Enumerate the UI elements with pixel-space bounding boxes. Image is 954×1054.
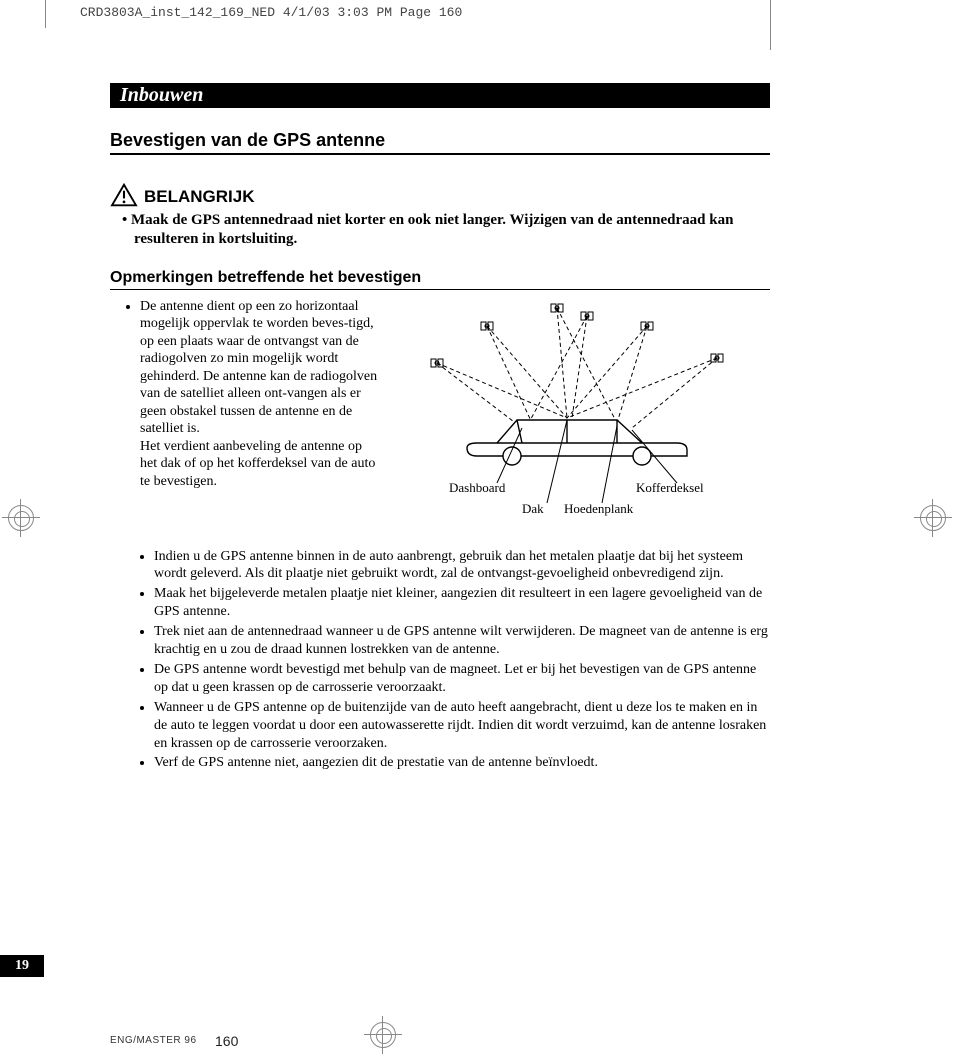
list-item: De GPS antenne wordt bevestigd met behul… (154, 661, 770, 697)
column-text: De antenne dient op een zo horizontaal m… (110, 298, 380, 518)
page-number: 160 (215, 1033, 238, 1049)
crop-marks-top: CRD3803A_inst_142_169_NED 4/1/03 3:03 PM… (0, 0, 954, 28)
footer: ENG/MASTER 96 160 (45, 1011, 910, 1051)
list-item: Maak het bijgeleverde metalen plaatje ni… (154, 585, 770, 621)
bullet-text: Trek niet aan de antennedraad wanneer u … (154, 624, 768, 657)
warning-bullet: • Maak de GPS antennedraad niet korter e… (120, 211, 770, 249)
section-title-bar: Inbouwen (110, 83, 770, 108)
print-header: CRD3803A_inst_142_169_NED 4/1/03 3:03 PM… (80, 5, 462, 20)
two-column: De antenne dient op een zo horizontaal m… (110, 298, 770, 518)
bullet-text: Wanneer u de GPS antenne op de buitenzij… (154, 700, 766, 751)
side-tab: 19 (0, 955, 44, 977)
list-item: Wanneer u de GPS antenne op de buitenzij… (154, 699, 770, 753)
figure-label-dak: Dak (522, 501, 544, 517)
figure-label-dashboard: Dashboard (449, 480, 505, 496)
registration-mark-icon (370, 1022, 396, 1048)
warning-triangle-icon (110, 183, 138, 207)
gps-diagram: Dashboard Dak Hoedenplank Kofferdeksel (404, 298, 770, 518)
figure-label-kofferdeksel: Kofferdeksel (636, 480, 704, 496)
list-item: Indien u de GPS antenne binnen in de aut… (154, 548, 770, 584)
content-area: Inbouwen Bevestigen van de GPS antenne B… (110, 83, 770, 774)
bullet-list: Indien u de GPS antenne binnen in de aut… (110, 548, 770, 773)
figure-label-hoedenplank: Hoedenplank (564, 501, 633, 517)
warning-row: BELANGRIJK (110, 183, 770, 207)
heading-h3: Opmerkingen betreffende het bevestigen (110, 269, 770, 290)
bullet-text: Indien u de GPS antenne binnen in de aut… (154, 549, 743, 582)
bullet-text: De GPS antenne wordt bevestigd met behul… (154, 662, 756, 695)
page: Inbouwen Bevestigen van de GPS antenne B… (45, 28, 910, 1008)
warning-label: BELANGRIJK (144, 187, 255, 207)
list-item: Verf de GPS antenne niet, aangezien dit … (154, 754, 770, 772)
registration-mark-icon (920, 505, 946, 531)
footer-label: ENG/MASTER 96 (110, 1035, 197, 1046)
bullet-text: De antenne dient op een zo horizontaal m… (140, 299, 377, 437)
list-item: Trek niet aan de antennedraad wanneer u … (154, 623, 770, 659)
bullet-text: Verf de GPS antenne niet, aangezien dit … (154, 755, 598, 770)
heading-h2: Bevestigen van de GPS antenne (110, 130, 770, 155)
registration-mark-icon (8, 505, 34, 531)
bullet-text: Het verdient aanbeveling de antenne op h… (140, 439, 375, 489)
crop-line (45, 0, 46, 28)
bullet-text: Maak het bijgeleverde metalen plaatje ni… (154, 586, 762, 619)
list-item: De antenne dient op een zo horizontaal m… (140, 298, 380, 491)
